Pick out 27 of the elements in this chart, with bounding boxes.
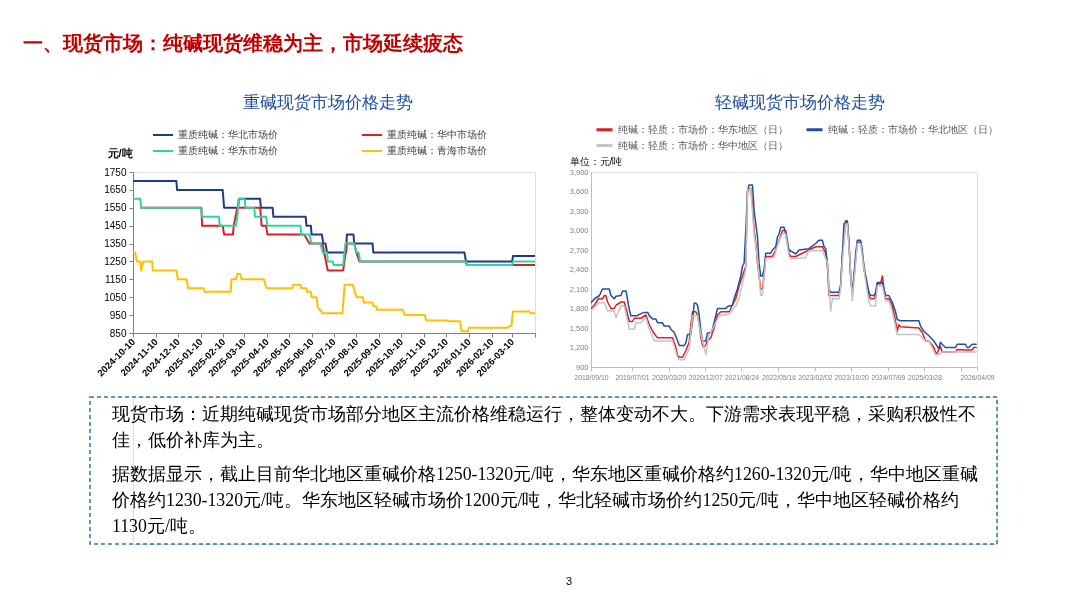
y-tick-label: 950 — [109, 309, 127, 321]
y-tick-label: 850 — [109, 327, 127, 339]
text: 3 — [565, 575, 573, 587]
y-tick-label: 1350 — [104, 238, 127, 250]
y-tick-label: 1550 — [104, 202, 127, 214]
legend-label: 纯碱：轻质：市场价：华东地区（日） — [618, 123, 788, 135]
text: 现货市场：近期纯碱现货市场部分地区主流价格维稳运行，整体变动不大。下游需求表现平稳，采购积极性不佳，低价补库为主。 — [112, 404, 976, 450]
legend-label: 重质纯碱：华中市场价 — [387, 129, 487, 140]
text: 一、现货市场：纯碱现货维稳为主，市场延续疲态 — [22, 31, 463, 54]
chart-title: 轻碱现货市场价格走势 — [715, 93, 885, 112]
y-tick-label: 1750 — [104, 166, 127, 178]
legend-label: 重质纯碱：华东市场价 — [178, 145, 278, 156]
chart-title: 重碱现货市场价格走势 — [243, 93, 413, 112]
y-tick-label: 1050 — [104, 291, 127, 303]
y-tick-label: 1450 — [104, 220, 127, 232]
y-axis-title: 单位：元/吨 — [569, 155, 623, 167]
line-series — [133, 179, 535, 263]
y-tick-label: 1650 — [104, 184, 127, 196]
legend-label: 重质纯碱：华北市场价 — [178, 129, 278, 140]
legend-label: 纯碱：轻质：市场价：华中地区（日） — [618, 139, 788, 151]
legend-label: 重质纯碱：青海市场价 — [387, 145, 487, 156]
line-series — [133, 197, 535, 267]
y-tick-label: 1150 — [104, 273, 127, 285]
y-tick-label: 1250 — [104, 255, 127, 267]
text: 据数据显示，截止目前华北地区重碱价格1250-1320元/吨，华东地区重碱价格约1260-1320元/吨，华中地区重碱价格约1230-1320元/吨。华东地区轻碱市场价1200元/吨，华北轻碱市场价约1250元/吨，华中地区轻碱价格约1130元/吨。 — [111, 464, 978, 536]
y-axis-title: 元/吨 — [106, 146, 133, 159]
legend-label: 纯碱：轻质：市场价：华北地区（日） — [828, 123, 998, 135]
